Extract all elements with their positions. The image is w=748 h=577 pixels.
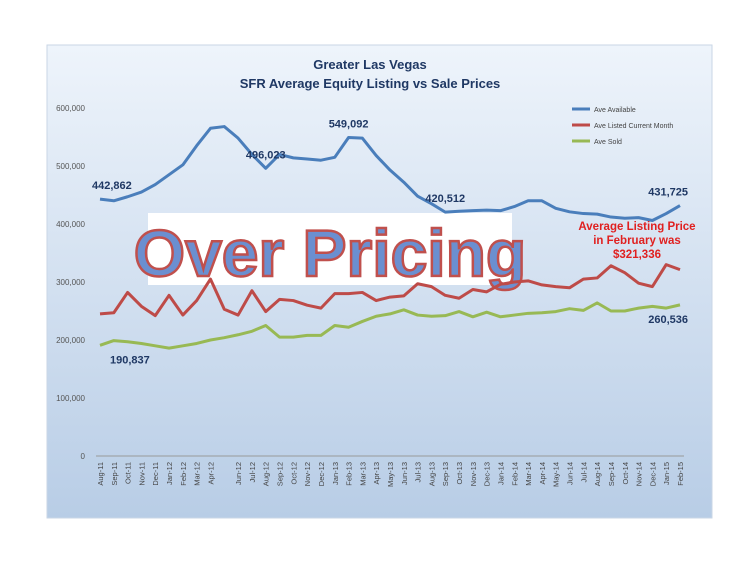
x-tick-label: Oct-14: [621, 462, 630, 485]
data-label: 549,092: [329, 119, 369, 131]
x-tick-label: Jun-12: [234, 462, 243, 485]
data-label: 190,837: [110, 354, 150, 366]
x-tick-label: May-14: [552, 462, 561, 487]
x-tick-label: Feb-12: [179, 462, 188, 486]
x-tick-label: Dec-14: [648, 462, 657, 486]
x-tick-label: Nov-11: [137, 462, 146, 486]
x-tick-label: Dec-11: [151, 462, 160, 486]
x-tick-label: Apr-13: [372, 462, 381, 485]
x-tick-label: Aug-12: [262, 462, 271, 486]
x-tick-label: Feb-15: [676, 462, 685, 486]
x-tick-label: Dec-13: [483, 462, 492, 486]
x-tick-label: Jan-12: [165, 462, 174, 485]
data-label: 260,536: [648, 314, 688, 326]
annotation: Average Listing Price: [578, 221, 695, 233]
series-line: [99, 263, 681, 318]
y-tick-label: 500,000: [56, 162, 85, 171]
x-tick-label: Sep-12: [276, 462, 285, 486]
annotation: in February was: [593, 235, 681, 247]
series-line: [99, 125, 681, 223]
x-tick-label: Jul-12: [248, 462, 257, 482]
y-tick-label: 300,000: [56, 278, 85, 287]
x-tick-label: Sep-13: [441, 462, 450, 486]
x-tick-label: May-13: [386, 462, 395, 487]
x-tick-label: Mar-12: [193, 462, 202, 486]
banner-box: [148, 213, 512, 285]
x-tick-label: Oct-11: [124, 462, 133, 484]
x-tick-label: Jan-15: [662, 462, 671, 485]
x-tick-label: Jun-13: [400, 462, 409, 485]
legend-label: Ave Listed Current Month: [594, 123, 673, 130]
data-label: 442,862: [92, 180, 132, 192]
x-tick-label: Jun-14: [566, 462, 575, 485]
x-tick-label: Apr-14: [538, 462, 547, 485]
x-tick-label: Mar-14: [524, 462, 533, 486]
y-tick-label: 600,000: [56, 104, 85, 113]
x-tick-label: Nov-12: [303, 462, 312, 486]
x-tick-label: Oct-12: [289, 462, 298, 485]
y-tick-label: 200,000: [56, 336, 85, 345]
chart-title: Greater Las Vegas: [313, 57, 426, 72]
banner-text: Over Pricing: [134, 216, 527, 290]
x-tick-label: Nov-13: [469, 462, 478, 486]
x-tick-label: Sep-11: [110, 462, 119, 486]
y-tick-label: 0: [81, 452, 86, 461]
x-tick-label: Feb-14: [510, 462, 519, 486]
x-tick-label: Jul-14: [579, 462, 588, 482]
x-tick-label: Nov-14: [635, 462, 644, 486]
y-tick-label: 100,000: [56, 394, 85, 403]
legend-label: Ave Sold: [594, 139, 622, 146]
x-tick-label: Jan-14: [496, 462, 505, 485]
x-tick-label: Aug-13: [427, 462, 436, 486]
x-tick-label: Feb-13: [345, 462, 354, 486]
x-tick-label: Jul-13: [414, 462, 423, 482]
data-label: 431,725: [648, 187, 688, 199]
x-tick-label: Jan-13: [331, 462, 340, 485]
annotation: $321,336: [613, 249, 661, 261]
x-tick-label: Apr-12: [206, 462, 215, 485]
chart-subtitle: SFR Average Equity Listing vs Sale Price…: [240, 76, 501, 91]
x-tick-label: Oct-13: [455, 462, 464, 485]
x-tick-label: Mar-13: [358, 462, 367, 486]
data-label: 420,512: [425, 193, 465, 205]
x-tick-label: Dec-12: [317, 462, 326, 486]
x-tick-label: Aug-11: [96, 462, 105, 486]
data-label: 496,023: [246, 149, 286, 161]
x-tick-label: Aug-14: [593, 462, 602, 486]
y-tick-label: 400,000: [56, 220, 85, 229]
x-tick-label: Sep-14: [607, 462, 616, 486]
series-line: [99, 301, 681, 350]
legend-label: Ave Available: [594, 107, 636, 114]
